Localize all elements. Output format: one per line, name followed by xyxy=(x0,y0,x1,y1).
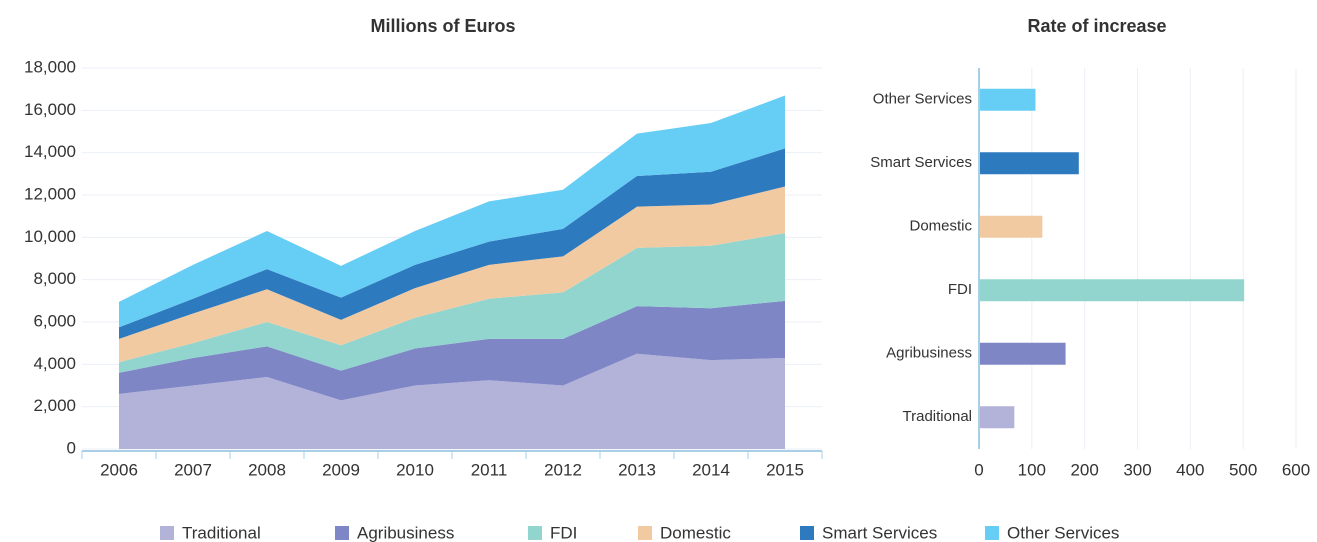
area xyxy=(119,186,785,363)
y-tick-label: Domestic xyxy=(909,218,972,235)
x-tick-label: 100 xyxy=(1018,460,1046,479)
y-tick-label: 2,000 xyxy=(33,396,76,415)
area xyxy=(119,233,785,373)
x-tick-label: 200 xyxy=(1070,460,1098,479)
legend-label: Traditional xyxy=(182,523,261,542)
area xyxy=(119,148,785,339)
y-tick-label: 0 xyxy=(67,438,76,457)
y-tick-label: Other Services xyxy=(873,91,972,108)
y-tick-label: 18,000 xyxy=(24,57,76,76)
y-tick-label: 14,000 xyxy=(24,142,76,161)
chart-title: Rate of increase xyxy=(1027,16,1166,36)
x-tick-label: 2011 xyxy=(471,460,508,479)
x-tick-label: 2009 xyxy=(322,460,360,479)
x-tick-label: 2008 xyxy=(248,460,286,479)
y-tick-label: 6,000 xyxy=(33,311,76,330)
y-tick-label: Agribusiness xyxy=(886,345,972,362)
bar xyxy=(980,342,1066,365)
legend-swatch xyxy=(528,526,542,540)
x-tick-label: 2007 xyxy=(174,460,212,479)
x-tick-label: 2012 xyxy=(544,460,582,479)
legend-label: Smart Services xyxy=(822,523,937,542)
x-tick-label: 2015 xyxy=(766,460,804,479)
bar xyxy=(980,406,1015,429)
legend-swatch xyxy=(335,526,349,540)
bar xyxy=(980,215,1043,238)
x-tick-label: 2006 xyxy=(100,460,138,479)
legend-swatch xyxy=(800,526,814,540)
y-tick-label: Smart Services xyxy=(870,154,972,171)
x-tick-label: 2013 xyxy=(618,460,656,479)
area xyxy=(119,353,785,449)
legend-swatch xyxy=(160,526,174,540)
legend-label: Agribusiness xyxy=(357,523,454,542)
y-tick-label: 8,000 xyxy=(33,269,76,288)
bar xyxy=(980,152,1079,175)
x-tick-label: 600 xyxy=(1282,460,1310,479)
y-tick-label: 16,000 xyxy=(24,100,76,119)
legend-label: FDI xyxy=(550,523,577,542)
x-tick-label: 0 xyxy=(974,460,983,479)
bar xyxy=(980,279,1245,302)
legend-swatch xyxy=(638,526,652,540)
y-tick-label: Traditional xyxy=(903,408,972,425)
x-tick-label: 500 xyxy=(1229,460,1257,479)
x-tick-label: 2014 xyxy=(692,460,730,479)
legend-label: Domestic xyxy=(660,523,731,542)
bar xyxy=(980,88,1036,111)
y-tick-label: 4,000 xyxy=(33,354,76,373)
x-tick-label: 300 xyxy=(1123,460,1151,479)
legend-label: Other Services xyxy=(1007,523,1119,542)
y-tick-label: 10,000 xyxy=(24,227,76,246)
x-tick-label: 2010 xyxy=(396,460,434,479)
legend-swatch xyxy=(985,526,999,540)
y-tick-label: FDI xyxy=(948,281,972,298)
x-tick-label: 400 xyxy=(1176,460,1204,479)
y-tick-label: 12,000 xyxy=(24,184,76,203)
area xyxy=(119,95,785,328)
chart-title: Millions of Euros xyxy=(370,16,515,36)
area xyxy=(119,300,785,401)
